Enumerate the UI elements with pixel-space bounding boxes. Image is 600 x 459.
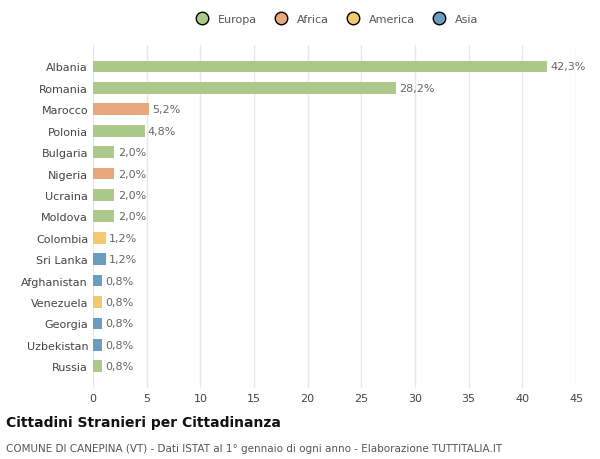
Text: 1,2%: 1,2% [109, 233, 137, 243]
Text: 0,8%: 0,8% [105, 297, 133, 308]
Text: 2,0%: 2,0% [118, 169, 146, 179]
Text: 2,0%: 2,0% [118, 190, 146, 201]
Text: 5,2%: 5,2% [152, 105, 180, 115]
Bar [93, 147, 115, 159]
Bar [93, 232, 106, 244]
Bar [93, 62, 547, 73]
Text: 28,2%: 28,2% [399, 84, 434, 94]
Bar [93, 190, 115, 202]
Text: COMUNE DI CANEPINA (VT) - Dati ISTAT al 1° gennaio di ogni anno - Elaborazione T: COMUNE DI CANEPINA (VT) - Dati ISTAT al … [6, 443, 502, 453]
Bar [93, 83, 395, 95]
Bar [93, 168, 115, 180]
Text: 0,8%: 0,8% [105, 340, 133, 350]
Text: 42,3%: 42,3% [550, 62, 586, 73]
Text: 2,0%: 2,0% [118, 212, 146, 222]
Bar [93, 126, 145, 137]
Bar [93, 361, 101, 372]
Text: 4,8%: 4,8% [148, 126, 176, 136]
Bar [93, 297, 101, 308]
Bar [93, 318, 101, 330]
Text: Cittadini Stranieri per Cittadinanza: Cittadini Stranieri per Cittadinanza [6, 415, 281, 429]
Text: 0,8%: 0,8% [105, 361, 133, 371]
Bar [93, 254, 106, 265]
Bar [93, 275, 101, 287]
Bar [93, 211, 115, 223]
Text: 1,2%: 1,2% [109, 255, 137, 264]
Bar [93, 104, 149, 116]
Text: 0,8%: 0,8% [105, 276, 133, 286]
Text: 0,8%: 0,8% [105, 319, 133, 329]
Bar [93, 339, 101, 351]
Legend: Europa, Africa, America, Asia: Europa, Africa, America, Asia [187, 11, 482, 29]
Text: 2,0%: 2,0% [118, 148, 146, 158]
